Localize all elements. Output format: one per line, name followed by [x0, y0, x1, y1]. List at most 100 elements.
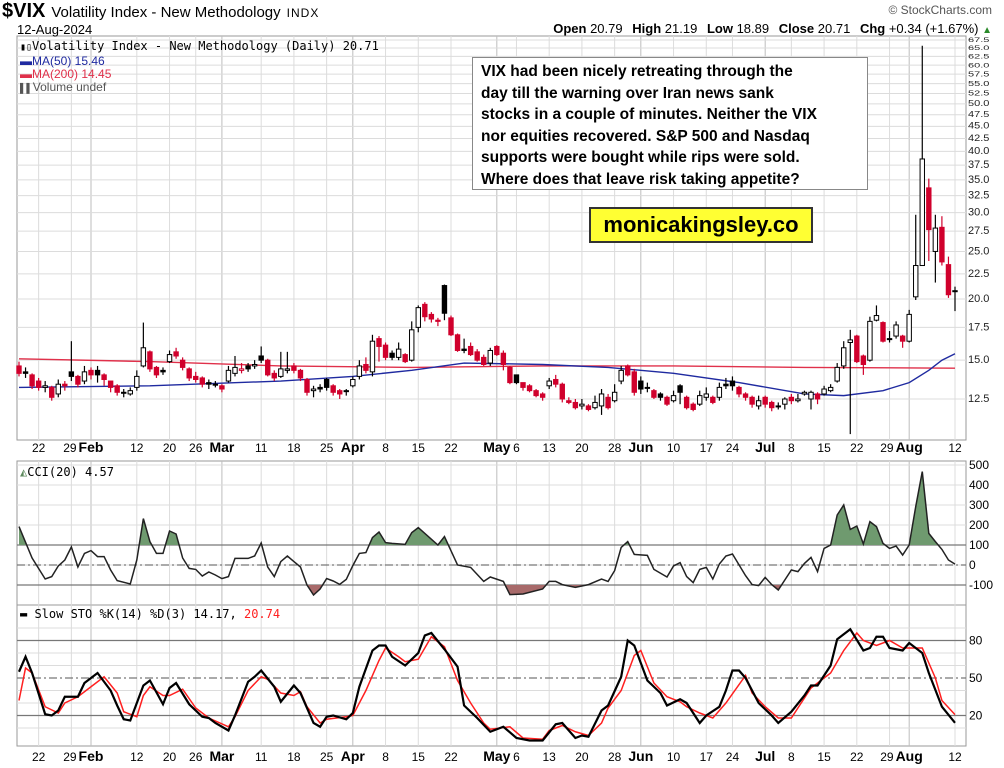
x-tick-label: 28	[608, 441, 622, 455]
candle	[219, 384, 225, 393]
candle	[651, 389, 657, 399]
candle-body	[611, 391, 618, 402]
candle	[860, 354, 867, 375]
candle-body	[415, 307, 421, 328]
candle-body	[631, 371, 637, 393]
candle	[880, 321, 886, 343]
change-label: Chg	[859, 21, 886, 36]
x-tick-label: 22	[444, 441, 458, 455]
candle	[487, 347, 493, 366]
x-tick-label: 13	[543, 750, 557, 764]
cci-tick-label: 200	[969, 518, 989, 532]
candle-body	[677, 385, 683, 393]
x-tick-label: 8	[382, 750, 389, 764]
cci-tick-label: 0	[969, 558, 976, 572]
candle	[664, 395, 670, 406]
ma50-line	[18, 353, 956, 397]
candle-body	[533, 390, 539, 397]
candle-body	[258, 355, 264, 361]
ma50-legend: ▬MA(50) 15.46	[20, 55, 105, 68]
candle-body	[539, 393, 546, 398]
x-tick-label: 17	[700, 750, 714, 764]
cci-tick-label: 100	[969, 538, 989, 552]
candle-body	[193, 375, 199, 380]
cci-tick-label: 500	[969, 458, 989, 472]
candle-body	[801, 391, 808, 395]
candle-body	[566, 400, 572, 403]
candle	[160, 367, 166, 375]
candle	[539, 392, 546, 401]
x-tick-label: 25	[320, 441, 334, 455]
candle	[121, 389, 127, 398]
candle	[441, 284, 448, 321]
x-tick-label: Apr	[341, 748, 366, 764]
ohlc-summary: Open 20.79 High 21.19 Low 18.89 Close 20…	[547, 21, 992, 38]
candle-body	[389, 352, 395, 358]
candle	[585, 404, 592, 412]
candle-body	[782, 398, 788, 405]
candle	[350, 376, 356, 388]
sto-legend: ▬ Slow STO %K(14) %D(3) 14.17, 20.74	[20, 607, 280, 621]
y-tick-label: 60.0	[968, 61, 989, 68]
candle-body	[880, 322, 886, 342]
candle-body	[762, 396, 768, 405]
x-tick-label: 10	[667, 750, 681, 764]
candle	[638, 376, 644, 394]
candle-body	[893, 324, 899, 337]
x-tick-label: 6	[513, 750, 520, 764]
y-tick-label: 27.5	[968, 225, 989, 237]
candle	[49, 385, 55, 401]
candle	[343, 389, 349, 396]
candle	[579, 399, 585, 410]
x-tick-label: 17	[700, 441, 714, 455]
x-tick-label: 15	[817, 750, 831, 764]
candle	[22, 367, 29, 378]
candle-body	[559, 383, 565, 400]
x-tick-label: Jul	[755, 439, 775, 455]
x-tick-label: 13	[543, 441, 557, 455]
y-tick-label: 62.5	[968, 53, 989, 60]
candle	[906, 309, 912, 343]
candle-body	[939, 226, 945, 263]
candle	[873, 305, 880, 322]
candle	[559, 382, 565, 403]
ma200-legend: ▬MA(200) 14.45	[20, 68, 111, 81]
x-tick-label: 26	[189, 441, 203, 455]
ma200-legend-text: MA(200) 14.45	[32, 67, 112, 81]
candle-body	[395, 348, 402, 358]
x-tick-label: 18	[287, 750, 301, 764]
candle	[677, 384, 683, 405]
x-tick-label: 6	[513, 441, 520, 455]
candle	[592, 395, 598, 410]
candle	[834, 363, 840, 383]
candle-body	[238, 368, 245, 371]
candle	[520, 382, 526, 391]
candle-body	[245, 365, 251, 370]
candle-body	[121, 391, 127, 394]
x-tick-label: 18	[287, 441, 301, 455]
stockcharts-copyright-link[interactable]: © StockCharts.com	[888, 3, 992, 17]
candle-body	[55, 383, 61, 395]
candle	[566, 397, 572, 405]
y-tick-label: 30.0	[968, 207, 989, 219]
candle	[775, 402, 781, 410]
candle	[847, 329, 853, 435]
candle	[166, 350, 173, 364]
candle	[723, 377, 729, 390]
x-tick-label: Apr	[341, 439, 366, 455]
x-tick-label: 11	[255, 441, 268, 455]
x-tick-label: 12	[948, 441, 962, 455]
volume-legend-text: Volume undef	[32, 80, 107, 94]
candle	[428, 312, 435, 323]
candle	[35, 377, 42, 391]
candle	[572, 399, 579, 410]
cci-tick-label: -100	[969, 578, 993, 592]
y-tick-label: 50.0	[968, 99, 989, 108]
ma200-line	[18, 358, 956, 369]
candle	[683, 395, 690, 410]
candle	[369, 334, 376, 377]
candle	[304, 377, 310, 396]
candle	[782, 397, 788, 410]
candle-body	[68, 371, 75, 377]
candle	[258, 346, 264, 364]
